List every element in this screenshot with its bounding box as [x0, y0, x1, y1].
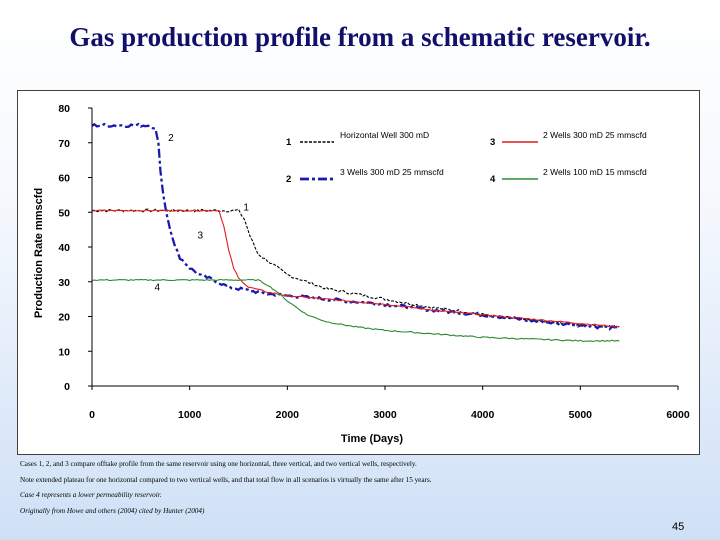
x-axis-label: Time (Days): [341, 433, 403, 445]
series-line-4: [91, 278, 620, 342]
note-source: Originally from Howe and others (2004) c…: [20, 506, 205, 515]
y-tick-label: 20: [58, 312, 70, 324]
y-tick-label: 10: [58, 346, 70, 358]
series-line-3: [92, 209, 620, 328]
curve-label-2: 2: [168, 133, 174, 144]
legend-number-4: 4: [490, 174, 496, 185]
note-case-4: Case 4 represents a lower permeability r…: [20, 491, 162, 499]
y-axis-label: Production Rate mmscfd: [33, 188, 45, 318]
note-plateau: Note extended plateau for one horizontal…: [20, 475, 432, 484]
legend-label-1: Horizontal Well 300 mD: [340, 130, 429, 140]
notes: Cases 1, 2, and 3 compare offtake profil…: [20, 460, 700, 522]
page-number: 45: [672, 521, 685, 533]
curve-label-3: 3: [197, 230, 203, 241]
note-cases-1-3: Cases 1, 2, and 3 compare offtake profil…: [20, 460, 417, 468]
y-tick-label: 50: [58, 207, 70, 219]
legend-label-4: 2 Wells 100 mD 15 mmscfd: [543, 167, 647, 177]
y-tick-label: 80: [58, 103, 70, 115]
x-tick-label: 6000: [666, 409, 690, 421]
x-tick-label: 4000: [471, 409, 495, 421]
x-tick-label: 5000: [569, 409, 593, 421]
curve-label-1: 1: [243, 203, 249, 214]
series-line-2: [91, 122, 621, 331]
legend-label-3: 2 Wells 300 mD 25 mmscfd: [543, 130, 647, 140]
slide-title: Gas production profile from a schematic …: [69, 22, 651, 52]
y-tick-label: 70: [58, 138, 70, 150]
legend-number-3: 3: [490, 137, 495, 148]
series-line-1: [91, 208, 620, 328]
y-tick-label: 0: [64, 381, 70, 393]
legend-number-1: 1: [286, 137, 292, 148]
chart-panel: 1 2 3 4 0 10 20 30 40 50 60 70 80 0 1000 2000 3000 4000 5…: [17, 90, 700, 455]
x-tick-label: 3000: [373, 409, 397, 421]
y-tick-label: 60: [58, 173, 70, 185]
x-tick-label: 2000: [276, 409, 300, 421]
legend-number-2: 2: [286, 174, 291, 185]
legend-label-2: 3 Wells 300 mD 25 mmscfd: [340, 167, 444, 177]
y-tick-label: 30: [58, 277, 70, 289]
y-tick-label: 40: [58, 242, 70, 254]
production-chart: 1 2 3 4 0 10 20 30 40 50 60 70 80 0 1000 2000 3000 4000 5…: [33, 103, 690, 445]
curve-label-4: 4: [155, 282, 161, 293]
x-tick-label: 0: [89, 409, 95, 421]
x-tick-label: 1000: [178, 409, 202, 421]
